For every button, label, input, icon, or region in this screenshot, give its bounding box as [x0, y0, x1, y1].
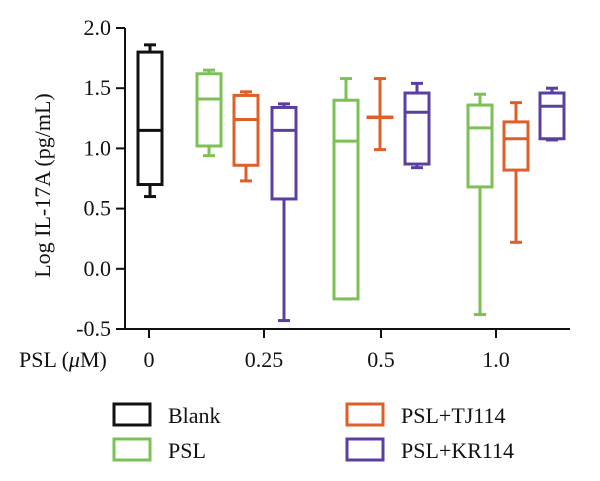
- y-tick-label: 1.5: [84, 75, 112, 100]
- box-psl-kr114-0-25: [270, 102, 298, 323]
- box-psl-tj114-1-0: [502, 101, 530, 244]
- legend-label: PSL+KR114: [401, 438, 514, 463]
- y-tick-label: 0.0: [84, 256, 112, 281]
- box-psl-1-0: [466, 92, 494, 317]
- box-iqr: [136, 50, 164, 187]
- legend: Blank PSL PSL+TJ114 PSL+KR114: [112, 402, 514, 463]
- x-tick-label: 0.25: [245, 347, 284, 372]
- y-tick-label: 1.0: [84, 135, 112, 160]
- box-psl-0-5: [332, 77, 360, 301]
- y-tick-label: -0.5: [76, 316, 111, 341]
- y-axis-title: Log IL-17A (pg/mL): [30, 93, 55, 278]
- box-iqr: [466, 103, 494, 189]
- x-axis: 0 0.25 0.5 1.0: [125, 328, 570, 372]
- box-iqr: [232, 93, 260, 167]
- legend-label: Blank: [168, 403, 221, 428]
- y-axis: 2.0 1.5 1.0 0.5 0.0 -0.5: [76, 15, 126, 341]
- legend-label: PSL+TJ114: [401, 403, 506, 428]
- legend-item-psl: PSL: [112, 437, 206, 463]
- x-axis-title: PSL (μM): [19, 347, 107, 372]
- legend-item-psl-kr114: PSL+KR114: [345, 437, 514, 463]
- box-psl-0-25: [195, 68, 223, 158]
- x-tick-label: 0: [144, 347, 155, 372]
- box-iqr: [403, 91, 431, 166]
- box-psl-tj114-0-5: [366, 77, 394, 152]
- plot-area: [136, 43, 566, 323]
- box-iqr: [270, 105, 298, 201]
- y-tick-label: 0.5: [84, 196, 112, 221]
- legend-item-psl-tj114: PSL+TJ114: [345, 402, 506, 428]
- legend-item-blank: Blank: [112, 402, 221, 428]
- legend-swatch: [112, 402, 152, 427]
- box-iqr: [502, 120, 530, 172]
- box-psl-kr114-1-0: [538, 86, 566, 142]
- legend-swatch: [112, 437, 152, 462]
- x-tick-label: 1.0: [482, 347, 510, 372]
- legend-swatch: [345, 402, 385, 427]
- legend-label: PSL: [168, 438, 206, 463]
- box-iqr: [195, 72, 223, 148]
- box-psl-kr114-0-5: [403, 81, 431, 170]
- box-blank-0: [136, 43, 164, 199]
- legend-swatch: [345, 437, 385, 462]
- box-psl-tj114-0-25: [232, 90, 260, 183]
- box-iqr: [332, 98, 360, 301]
- box-iqr: [538, 91, 566, 141]
- x-tick-label: 0.5: [367, 347, 395, 372]
- y-tick-label: 2.0: [84, 15, 112, 40]
